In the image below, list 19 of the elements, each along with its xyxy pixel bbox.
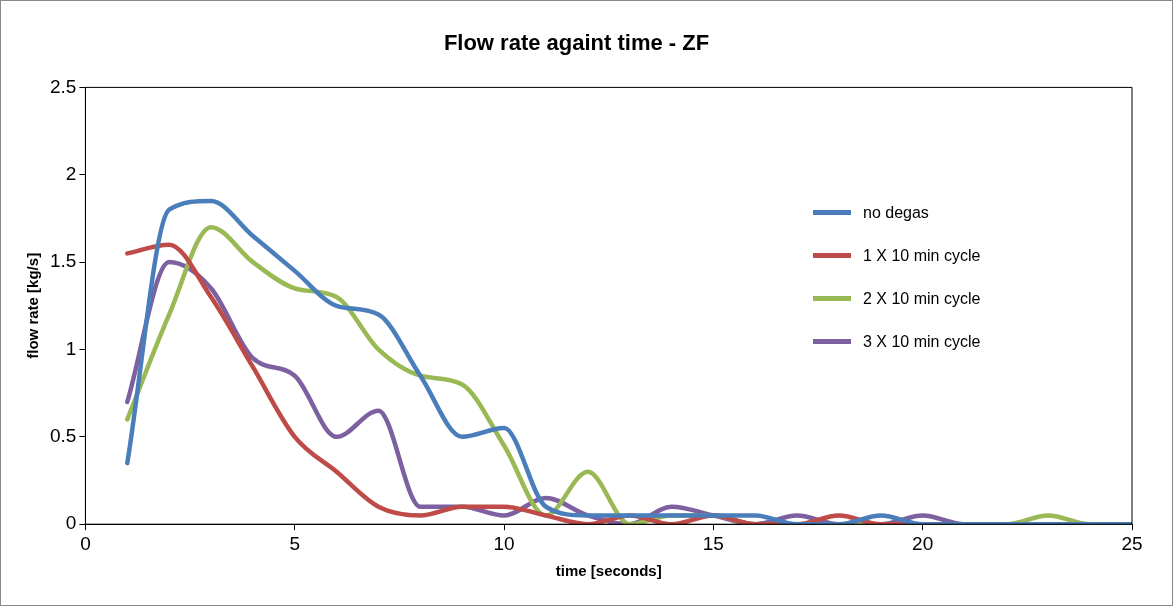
legend-label: 1 X 10 min cycle [863, 246, 981, 265]
chart-title: Flow rate againt time - ZF [443, 30, 710, 56]
legend-label: 2 X 10 min cycle [863, 289, 981, 308]
x-tick-label: 10 [493, 532, 515, 554]
x-tick-label: 25 [1121, 532, 1143, 554]
x-axis-title: time [seconds] [555, 562, 662, 580]
x-tick-label: 20 [912, 532, 934, 554]
x-tick-label: 0 [80, 532, 91, 554]
y-axis-title: flow rate [kg/s] [24, 252, 42, 359]
y-tick-label: 2.5 [49, 75, 77, 97]
x-tick-label: 15 [702, 532, 724, 554]
y-tick-label: 2 [65, 162, 77, 184]
legend-label: no degas [863, 203, 929, 222]
y-tick-label: 0 [65, 512, 77, 534]
y-tick-label: 1.5 [49, 250, 77, 272]
x-tick-label: 5 [289, 532, 301, 554]
y-tick-label: 1 [65, 337, 77, 359]
legend-label: 3 X 10 min cycle [863, 332, 981, 351]
y-tick-label: 0.5 [49, 425, 77, 447]
